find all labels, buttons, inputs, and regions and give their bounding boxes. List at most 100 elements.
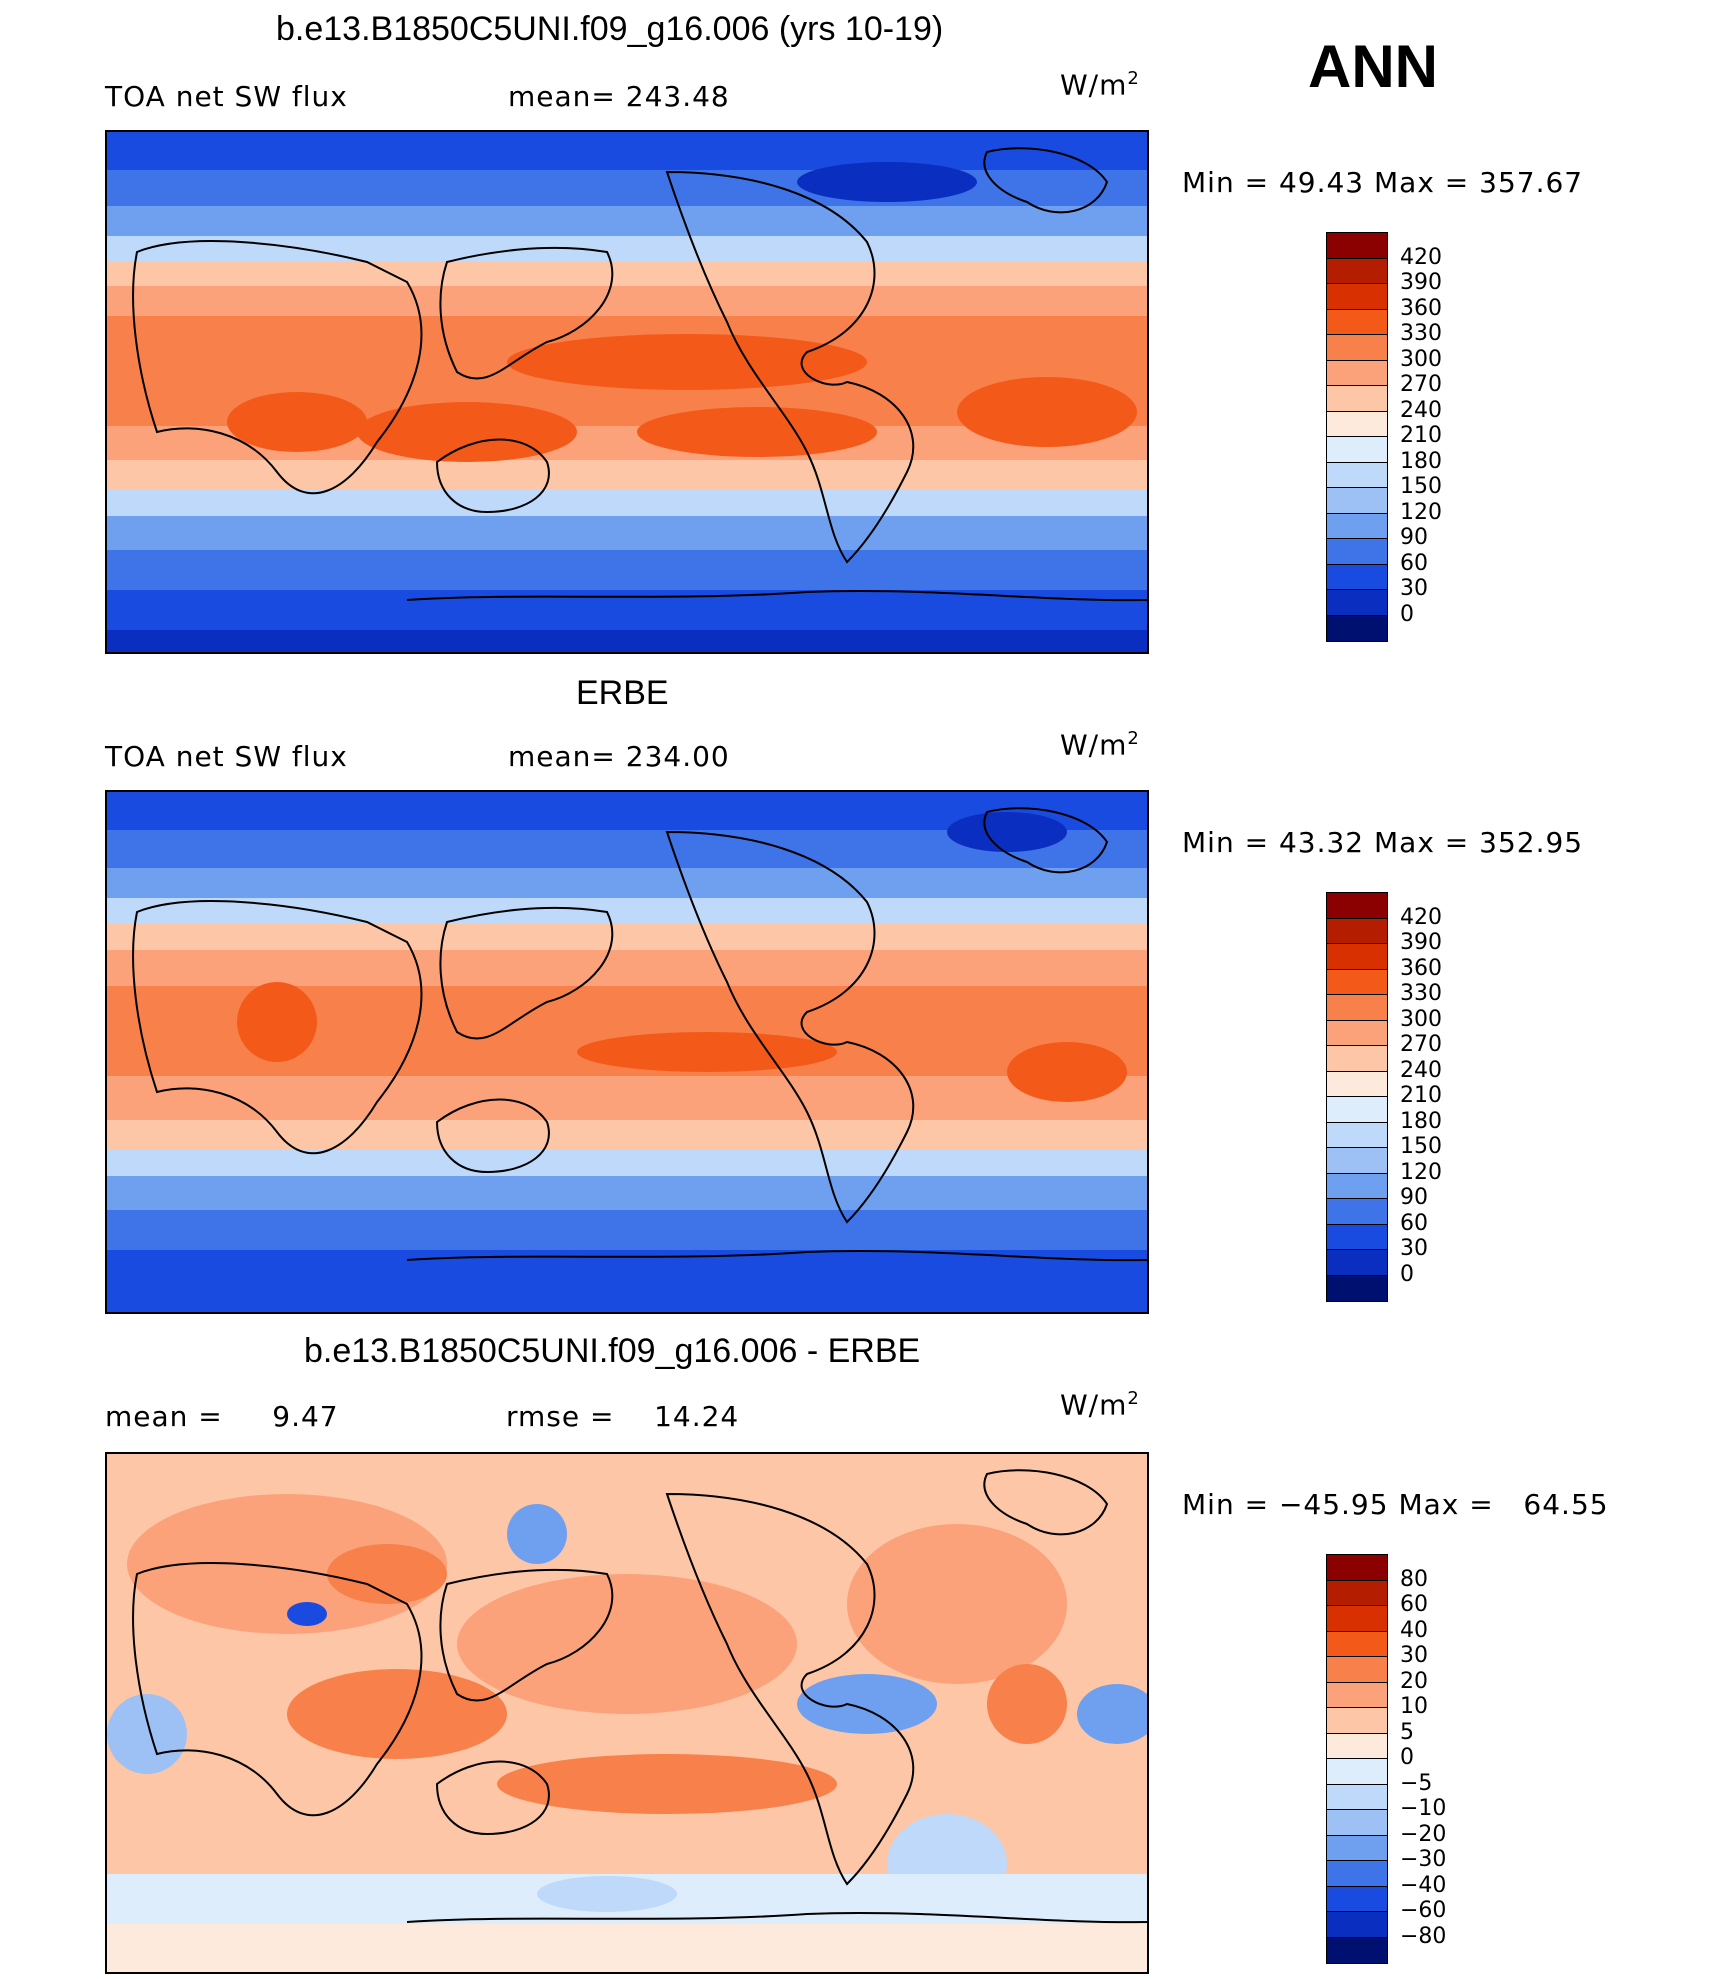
colorbar-level-label: 270 [1400, 1032, 1442, 1057]
colorbar-level-label: 60 [1400, 1210, 1428, 1236]
colorbar-swatch [1327, 1708, 1387, 1734]
colorbar-level-label: 0 [1400, 1745, 1414, 1770]
colorbar-swatch [1327, 1886, 1387, 1912]
colorbar-swatch [1327, 893, 1387, 919]
colorbar-swatch [1327, 1657, 1387, 1683]
colorbar-level-label: −80 [1400, 1923, 1447, 1949]
panel3-colorbar [1326, 1554, 1388, 1964]
panel1-colorbar [1326, 232, 1388, 642]
colorbar-swatch [1327, 284, 1387, 310]
panel3-title: b.e13.B1850C5UNI.f09_g16.006 - ERBE [304, 1332, 921, 1370]
colorbar-level-label: 300 [1400, 1006, 1442, 1032]
colorbar-swatch [1327, 1122, 1387, 1148]
colorbar-swatch [1327, 995, 1387, 1021]
panel2-map-svg [107, 792, 1147, 1312]
panel1-title: b.e13.B1850C5UNI.f09_g16.006 (yrs 10-19) [276, 10, 944, 48]
colorbar-level-label: −60 [1400, 1898, 1447, 1923]
colorbar-level-label: 240 [1400, 397, 1442, 423]
colorbar-swatch [1327, 1912, 1387, 1938]
colorbar-swatch [1327, 258, 1387, 284]
colorbar-level-label: 60 [1400, 550, 1428, 576]
panel3-minmax: Min = −45.95 Max = 64.55 [1182, 1488, 1609, 1521]
colorbar-level-label: 360 [1400, 955, 1442, 981]
panel1-unit-label: W/m2 [1060, 68, 1140, 102]
colorbar-swatch [1327, 1071, 1387, 1097]
panel3-map [105, 1452, 1149, 1974]
colorbar-level-label: −5 [1400, 1770, 1433, 1796]
panel2-mean-label: mean= 234.00 [508, 740, 730, 773]
colorbar-level-label: −10 [1400, 1796, 1447, 1821]
colorbar-swatch [1327, 1861, 1387, 1887]
colorbar-level-label: 240 [1400, 1057, 1442, 1083]
colorbar-level-label: 60 [1400, 1592, 1428, 1617]
colorbar-swatch [1327, 1275, 1387, 1301]
colorbar-swatch [1327, 335, 1387, 361]
colorbar-level-label: 0 [1400, 601, 1414, 627]
colorbar-swatch [1327, 1606, 1387, 1632]
colorbar-level-label: 90 [1400, 525, 1428, 550]
colorbar-level-label: 5 [1400, 1719, 1414, 1745]
colorbar-swatch [1327, 1580, 1387, 1606]
colorbar-level-label: 390 [1400, 930, 1442, 955]
colorbar-level-label: 270 [1400, 372, 1442, 397]
colorbar-swatch [1327, 1199, 1387, 1225]
colorbar-swatch [1327, 488, 1387, 514]
colorbar-level-label: 330 [1400, 321, 1442, 346]
colorbar-swatch [1327, 1046, 1387, 1072]
colorbar-level-label: 10 [1400, 1694, 1428, 1719]
colorbar-swatch [1327, 1835, 1387, 1861]
colorbar-level-label: 180 [1400, 448, 1442, 474]
panel1-minmax: Min = 49.43 Max = 357.67 [1182, 166, 1584, 199]
colorbar-swatch [1327, 1148, 1387, 1174]
panel1-variable-label: TOA net SW flux [105, 80, 348, 113]
panel2-unit-label: W/m2 [1060, 728, 1140, 762]
panel3-mean-label: mean = 9.47 [105, 1400, 339, 1433]
colorbar-swatch [1327, 513, 1387, 539]
colorbar-level-label: 30 [1400, 1236, 1428, 1261]
colorbar-swatch [1327, 1631, 1387, 1657]
panel2-variable-label: TOA net SW flux [105, 740, 348, 773]
colorbar-level-label: 40 [1400, 1617, 1428, 1643]
colorbar-swatch [1327, 1784, 1387, 1810]
panel3-unit-label: W/m2 [1060, 1388, 1140, 1422]
colorbar-swatch [1327, 309, 1387, 335]
colorbar-level-label: 300 [1400, 346, 1442, 372]
colorbar-swatch [1327, 1937, 1387, 1963]
colorbar-level-label: 420 [1400, 904, 1442, 930]
colorbar-swatch [1327, 437, 1387, 463]
colorbar-swatch [1327, 1224, 1387, 1250]
colorbar-level-label: 90 [1400, 1185, 1428, 1210]
colorbar-swatch [1327, 969, 1387, 995]
colorbar-swatch [1327, 1759, 1387, 1785]
colorbar-level-label: −30 [1400, 1847, 1447, 1872]
panel3-map-svg [107, 1454, 1147, 1972]
colorbar-level-label: 390 [1400, 270, 1442, 295]
colorbar-level-label: 120 [1400, 499, 1442, 525]
panel2-title: ERBE [576, 674, 669, 712]
colorbar-swatch [1327, 1682, 1387, 1708]
colorbar-swatch [1327, 590, 1387, 616]
colorbar-swatch [1327, 462, 1387, 488]
colorbar-level-label: 150 [1400, 474, 1442, 499]
colorbar-swatch [1327, 360, 1387, 386]
colorbar-swatch [1327, 1020, 1387, 1046]
colorbar-level-label: 180 [1400, 1108, 1442, 1134]
panel2-colorbar [1326, 892, 1388, 1302]
colorbar-swatch [1327, 564, 1387, 590]
colorbar-level-label: 420 [1400, 244, 1442, 270]
colorbar-level-label: 210 [1400, 1083, 1442, 1108]
panel1-map [105, 130, 1149, 654]
colorbar-swatch [1327, 944, 1387, 970]
colorbar-level-label: −20 [1400, 1821, 1447, 1847]
panel1-map-svg [107, 132, 1147, 652]
colorbar-swatch [1327, 615, 1387, 641]
colorbar-level-label: 0 [1400, 1261, 1414, 1287]
season-label: ANN [1308, 33, 1438, 100]
colorbar-swatch [1327, 918, 1387, 944]
colorbar-level-label: 20 [1400, 1668, 1428, 1694]
panel2-map [105, 790, 1149, 1314]
colorbar-level-label: 360 [1400, 295, 1442, 321]
colorbar-swatch [1327, 411, 1387, 437]
colorbar-swatch [1327, 539, 1387, 565]
colorbar-swatch [1327, 1555, 1387, 1581]
